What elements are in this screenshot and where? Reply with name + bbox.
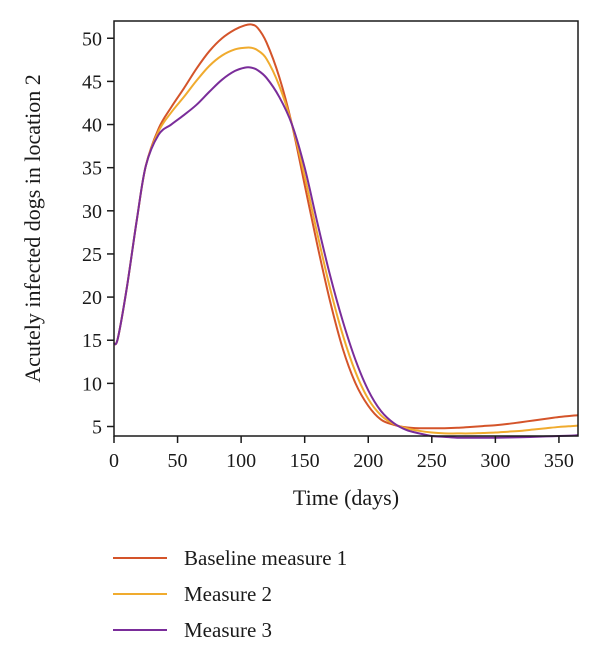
x-tick-label: 200 (353, 450, 383, 472)
x-tick-label: 150 (290, 450, 320, 472)
y-tick-label: 30 (82, 201, 102, 223)
y-tick-label: 10 (82, 373, 102, 395)
y-tick-label: 35 (82, 158, 102, 180)
y-axis-label: Acutely infected dogs in location 2 (20, 74, 45, 383)
y-axis: 5 10 15 20 25 30 35 40 45 50 (82, 28, 114, 439)
x-tick-label: 250 (417, 450, 447, 472)
series-line-3 (113, 66, 579, 439)
y-tick-label: 5 (92, 417, 102, 439)
y-tick-label: 40 (82, 115, 102, 137)
y-tick-label: 50 (82, 28, 102, 50)
x-tick-label: 350 (544, 450, 574, 472)
plot-frame (113, 20, 579, 437)
y-tick-label: 15 (82, 330, 102, 352)
y-tick-label: 45 (82, 71, 102, 93)
series-line-2 (113, 46, 579, 435)
legend: Baseline measure 1 Measure 2 Measure 3 (113, 546, 347, 642)
legend-label-3: Measure 3 (184, 618, 272, 642)
x-tick-label: 0 (109, 450, 119, 472)
y-tick-label: 25 (82, 244, 102, 266)
legend-label-1: Baseline measure 1 (184, 546, 347, 570)
x-tick-label: 100 (226, 450, 256, 472)
x-tick-label: 300 (480, 450, 510, 472)
x-tick-label: 50 (168, 450, 188, 472)
series-lines (113, 23, 579, 439)
legend-label-2: Measure 2 (184, 582, 272, 606)
y-tick-label: 20 (82, 287, 102, 309)
x-axis-label: Time (days) (293, 485, 399, 510)
x-axis: 0 50 100 150 200 250 300 350 (109, 436, 574, 472)
series-line-1 (113, 23, 579, 430)
